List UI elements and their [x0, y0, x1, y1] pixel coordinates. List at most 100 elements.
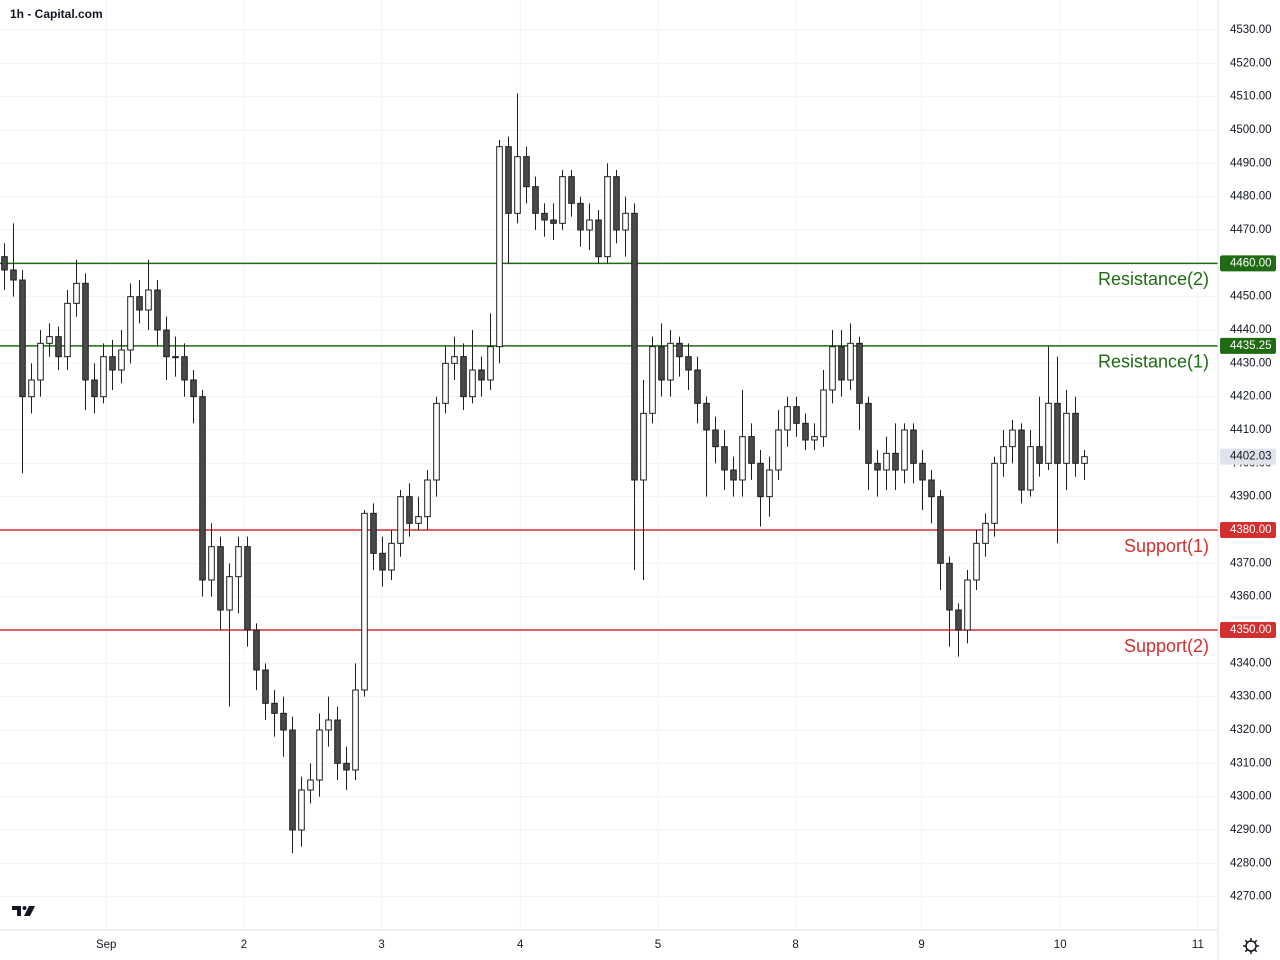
candle-body	[181, 356, 188, 381]
candle-body	[46, 336, 53, 344]
candle-body	[919, 462, 926, 481]
candle-body	[424, 479, 431, 518]
candle-body	[973, 542, 980, 581]
candle-body	[514, 156, 521, 214]
y-tick-label: 4530.00	[1230, 24, 1272, 36]
x-tick-label: Sep	[96, 939, 116, 951]
candle-body	[586, 219, 593, 231]
candle-body	[1054, 402, 1061, 464]
level-name: Resistance(2)	[1098, 269, 1209, 289]
candle-body	[604, 176, 611, 258]
candle-body	[91, 379, 98, 398]
candle-body	[1045, 402, 1052, 464]
candle-body	[217, 546, 224, 611]
candle-body	[55, 336, 62, 358]
candle-body	[1027, 446, 1034, 491]
chart-title: 1h - Capital.com	[10, 7, 103, 21]
candle-body	[793, 406, 800, 424]
candle-body	[496, 146, 503, 348]
candle-body	[568, 176, 575, 204]
y-tick-label: 4310.00	[1230, 757, 1272, 769]
level-name: Support(1)	[1124, 536, 1209, 556]
level-name: Resistance(1)	[1098, 352, 1209, 372]
candle-body	[253, 629, 260, 671]
candle-body	[820, 389, 827, 438]
candle-body	[127, 296, 134, 351]
y-tick-label: 4320.00	[1230, 724, 1272, 736]
candles	[1, 93, 1088, 854]
y-tick-label: 4520.00	[1230, 57, 1272, 69]
candle-body	[118, 349, 125, 371]
candle-body	[676, 342, 683, 358]
candle-body	[1072, 412, 1079, 464]
candle-body	[136, 296, 143, 311]
candle-body	[370, 512, 377, 554]
logo-mark	[24, 906, 35, 916]
candle-body	[10, 269, 17, 281]
x-tick-label: 8	[792, 939, 798, 951]
tradingview-logo[interactable]	[10, 903, 38, 919]
candle-body	[937, 496, 944, 564]
candle-body	[856, 342, 863, 404]
candle-body	[874, 462, 881, 471]
candle-body	[1081, 456, 1088, 464]
grid	[0, 0, 1218, 930]
x-tick-label: 9	[918, 939, 924, 951]
candle-body	[739, 436, 746, 481]
candle-body	[748, 436, 755, 464]
settings-icon[interactable]	[1243, 938, 1259, 954]
y-tick-label: 4290.00	[1230, 824, 1272, 836]
candle-body	[838, 346, 845, 381]
candle-body	[829, 346, 836, 391]
y-tick-label: 4370.00	[1230, 557, 1272, 569]
candle-body	[460, 356, 467, 398]
candle-body	[523, 156, 530, 188]
candle-body	[955, 609, 962, 631]
level-badge	[1220, 522, 1276, 538]
candle-body	[901, 429, 908, 471]
candle-body	[982, 522, 989, 544]
candle-body	[379, 552, 386, 571]
y-tick-label: 4440.00	[1230, 324, 1272, 336]
candle-body	[658, 346, 665, 381]
candle-body	[631, 212, 638, 481]
candle-body	[289, 729, 296, 831]
candle-body	[622, 212, 629, 231]
candle-body	[784, 406, 791, 431]
candle-body	[244, 546, 251, 631]
logo-dot	[22, 906, 27, 910]
candle-body	[694, 369, 701, 404]
level-badge-label: 4380.00	[1230, 524, 1272, 536]
y-tick-label: 4420.00	[1230, 391, 1272, 403]
axes: 4270.00 4280.00 4290.00 4300.00 4310.00 4320.…	[96, 24, 1272, 951]
candle-body	[451, 356, 458, 364]
logo-bg	[10, 903, 38, 919]
candle-body	[415, 516, 422, 524]
candle-body	[388, 542, 395, 571]
candle-body	[964, 579, 971, 631]
candle-body	[541, 212, 548, 221]
candle-body	[1000, 446, 1007, 464]
candle-body	[469, 369, 476, 398]
candle-body	[649, 346, 656, 414]
level-badge	[1220, 255, 1276, 272]
candle-body	[712, 429, 719, 448]
levels: Resistance(2) Resistance(1) Support(1) Supp…	[0, 262, 1218, 656]
candle-body	[100, 356, 107, 398]
candle-body	[487, 346, 494, 381]
candle-body	[757, 462, 764, 498]
x-tick-label: 4	[517, 939, 524, 951]
y-tick-label: 4450.00	[1230, 291, 1272, 303]
candle-body	[1063, 412, 1070, 464]
candle-body	[28, 379, 35, 398]
candle-body	[64, 302, 71, 358]
level-badge-label: 4460.00	[1230, 257, 1272, 269]
y-tick-label: 4430.00	[1230, 357, 1272, 369]
candle-body	[73, 282, 80, 304]
last-price-badge	[1220, 448, 1276, 465]
candle-body	[262, 669, 269, 704]
candle-body	[577, 202, 584, 231]
candle-body	[208, 546, 215, 581]
